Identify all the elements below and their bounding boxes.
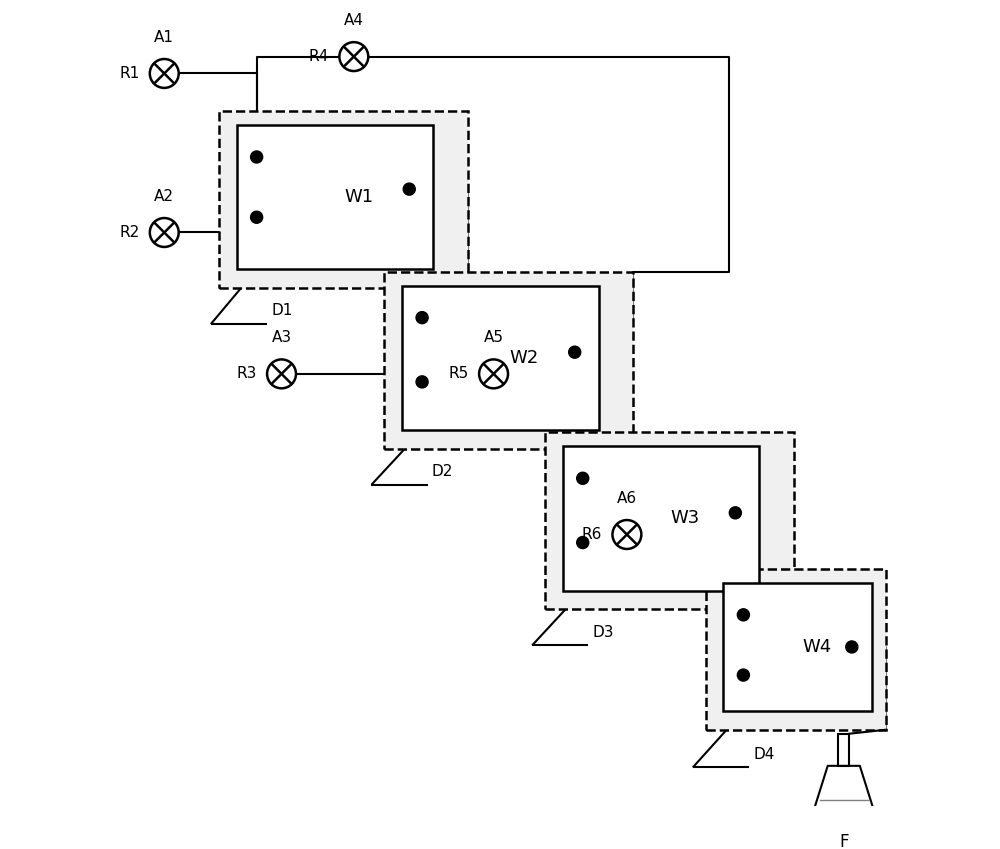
Text: R4: R4: [309, 49, 329, 64]
Text: R1: R1: [119, 66, 139, 81]
Bar: [237, 125, 433, 269]
Text: R5: R5: [448, 367, 469, 381]
Text: R2: R2: [119, 225, 139, 240]
Text: D1: D1: [271, 303, 292, 318]
Bar: [384, 272, 633, 448]
Text: R3: R3: [236, 367, 257, 381]
Circle shape: [577, 472, 589, 484]
Circle shape: [251, 211, 263, 223]
Bar: [723, 582, 872, 711]
Circle shape: [150, 218, 179, 247]
Text: D3: D3: [592, 625, 614, 640]
Bar: [219, 111, 468, 288]
Circle shape: [577, 537, 589, 548]
Text: A5: A5: [484, 330, 504, 345]
Bar: [838, 734, 849, 766]
Text: W3: W3: [670, 509, 699, 527]
Text: W4: W4: [803, 638, 832, 656]
Text: A1: A1: [154, 30, 174, 44]
Text: D4: D4: [753, 747, 774, 762]
Circle shape: [569, 346, 581, 358]
Circle shape: [251, 151, 263, 163]
Bar: [706, 569, 886, 729]
Bar: [545, 432, 794, 610]
Text: D2: D2: [432, 464, 453, 479]
Text: A3: A3: [271, 330, 292, 345]
Bar: [402, 285, 599, 430]
Circle shape: [737, 609, 749, 621]
Text: A6: A6: [617, 491, 637, 506]
Circle shape: [403, 183, 415, 195]
Text: A2: A2: [154, 188, 174, 204]
Circle shape: [150, 59, 179, 88]
Circle shape: [479, 359, 508, 388]
Text: A4: A4: [344, 13, 364, 28]
Text: F: F: [839, 834, 849, 849]
Text: W1: W1: [345, 188, 374, 206]
Text: W2: W2: [509, 349, 539, 367]
Circle shape: [267, 359, 296, 388]
Circle shape: [416, 376, 428, 388]
Circle shape: [612, 520, 641, 549]
Bar: [563, 447, 759, 591]
Circle shape: [737, 669, 749, 681]
Circle shape: [339, 42, 368, 71]
Circle shape: [729, 507, 741, 519]
Circle shape: [846, 641, 858, 653]
Text: R6: R6: [582, 527, 602, 542]
Circle shape: [416, 312, 428, 323]
